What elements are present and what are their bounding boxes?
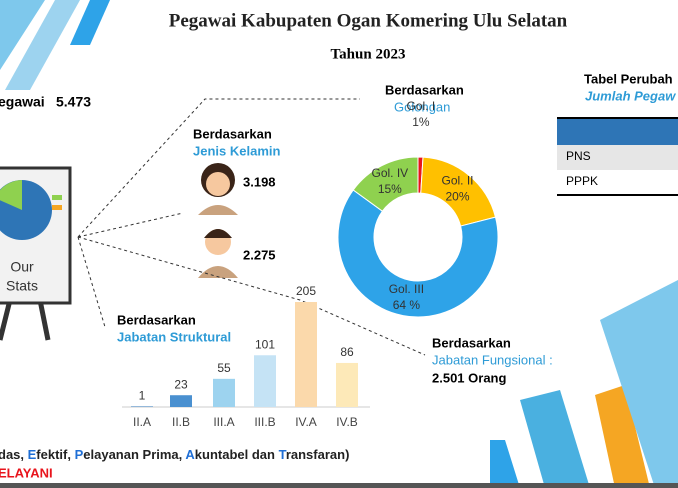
face [206,172,230,196]
body [198,266,238,278]
footer-segment: E [28,447,37,462]
stripe [70,0,110,45]
slice-value-label: 20% [446,189,470,203]
heading: Berdasarkan [385,82,464,97]
slice-label: Gol. I [407,99,436,113]
male-count: 2.275 [243,247,276,262]
x-tick-label: IV.B [336,415,358,429]
connector [77,236,106,328]
bar-value-label: 1 [139,389,146,403]
connectors [77,98,426,356]
footer-segment: P [75,447,84,462]
bar-value-label: 101 [255,337,275,351]
table-cell: PNS [566,149,591,163]
bar [131,406,153,407]
x-tick-label: III.A [213,415,234,429]
bar [213,378,235,407]
connector [77,98,360,238]
footer-line2: ELAYANI [0,465,53,480]
footer-segment: T [279,447,287,462]
easel [0,166,72,341]
slice-value-label: 15% [378,182,402,196]
bar [295,302,317,407]
pie-slice [352,156,419,212]
body [198,205,238,215]
subheading: Jenis Kelamin [193,143,280,158]
heading: Berdasarkan [117,312,196,327]
easel-leg [37,299,51,341]
board-legend [52,195,62,200]
slice-label: Gol. IV [372,166,409,180]
total-label: egawai [0,94,45,110]
board-pie-slice [0,180,22,210]
table-frame [557,117,678,196]
female-count: 3.198 [243,174,276,189]
table-subtitle: Jumlah Pegaw [585,88,676,103]
x-tick-label: II.B [172,415,190,429]
table-row [557,145,678,170]
subtitle: Tahun 2023 [331,46,406,62]
bar [336,362,358,407]
x-tick-label: III.B [254,415,275,429]
male-icon [198,229,238,278]
decoration-top-left [0,0,110,90]
stripe [490,440,520,488]
table-header [557,118,678,145]
footer-segment: fektif, [36,447,74,462]
title: Pegawai Kabupaten Ogan Komering Ulu Sela… [169,10,568,31]
footer-line: das, Efektif, Pelayanan Prima, Akuntabel… [0,447,349,462]
footer-segment: elayanan Prima, [83,447,185,462]
slice-value-label: 64 % [393,298,421,312]
fungsional-value: 2.501 Orang [432,370,506,385]
bar [170,395,192,407]
slice-label: Gol. III [389,282,424,296]
subheading: Jabatan Struktural [117,329,231,344]
table-cell: PPPK [566,174,598,188]
stripe [0,0,45,70]
slice-value-label: 1% [412,115,430,129]
bottom-bar [0,483,678,488]
stats-text: Stats [6,278,38,294]
bar [254,355,276,407]
connector [77,236,426,356]
pie-slice [337,189,499,318]
hair [204,229,232,238]
subheading: Golongan [394,99,450,114]
total-value: 5.473 [56,94,91,110]
stats-text: Our [10,259,34,275]
x-tick-label: IV.A [295,415,317,429]
stripe [5,0,80,90]
easel-leg [0,299,13,341]
stripe [520,390,590,488]
heading: Berdasarkan [193,126,272,141]
heading: Berdasarkan [432,335,511,350]
bar-value-label: 23 [174,377,188,391]
bar-value-label: 55 [217,361,231,375]
footer-segment: A [185,447,195,462]
bar-value-label: 86 [340,345,354,359]
stripe [595,385,650,488]
subheading: Jabatan Fungsional : [432,352,553,367]
decoration-bottom-right [0,280,678,488]
footer-segment: kuntabel dan [195,447,279,462]
board-legend [52,205,62,210]
x-tick-label: II.A [133,415,151,429]
footer-segment: das, [0,447,28,462]
female-icon [198,163,238,215]
bar-value-label: 205 [296,284,316,298]
stripe [600,280,678,488]
table-title: Tabel Perubah [584,71,673,86]
footer-segment: ransfaran) [286,447,350,462]
slice-label: Gol. II [442,173,474,187]
